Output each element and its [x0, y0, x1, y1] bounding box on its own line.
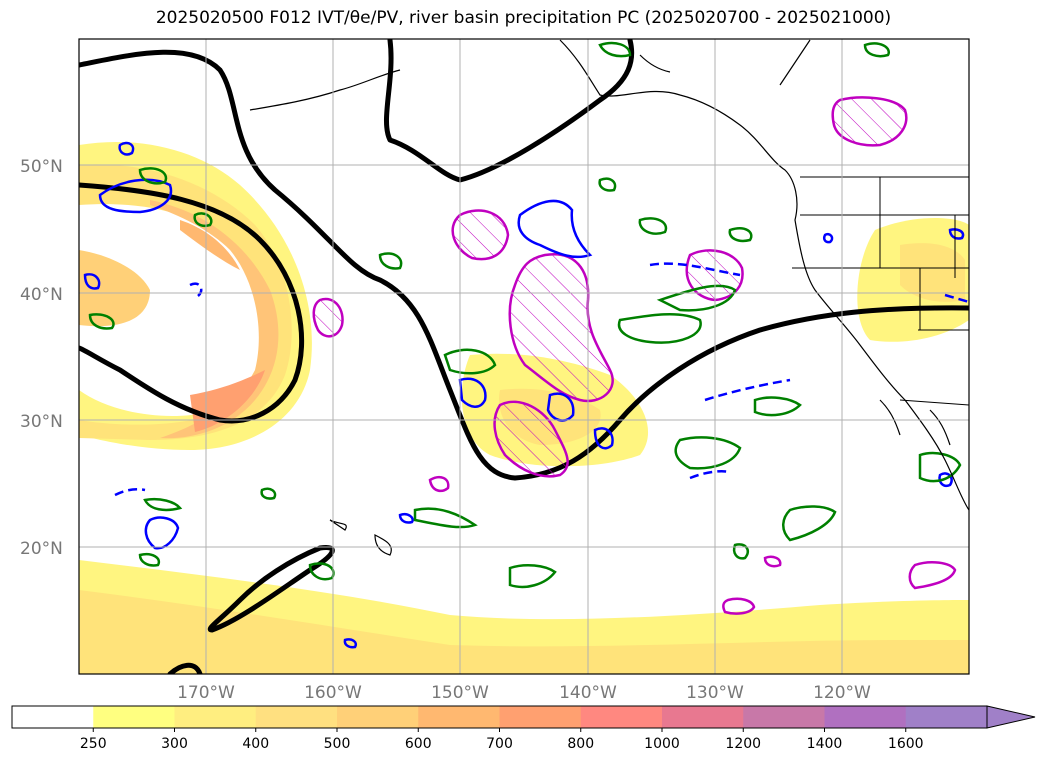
lon-label: 140°W: [559, 683, 617, 703]
lat-label: 40°N: [20, 285, 63, 305]
colorbar-level-label: 1600: [888, 736, 924, 752]
colorbar-cell: [174, 706, 257, 728]
lat-label: 30°N: [20, 412, 63, 432]
colorbar-level-label: 1000: [644, 736, 680, 752]
lon-label: 150°W: [431, 683, 489, 703]
colorbar-cell: [418, 706, 500, 728]
colorbar-cell: [743, 706, 825, 728]
colorbar-cell: [337, 706, 419, 728]
colorbar-cell: [824, 706, 907, 728]
lat-label: 50°N: [20, 157, 63, 177]
colorbar-cell: [580, 706, 663, 728]
colorbar-level-label: 800: [567, 736, 594, 752]
colorbar-level-label: 1400: [807, 736, 843, 752]
colorbar-level-label: 400: [242, 736, 269, 752]
colorbar-extend-arrow: [986, 705, 1036, 729]
map-frame: [78, 38, 970, 675]
pv-negative-contours: [88, 41, 962, 589]
colorbar-cell: [255, 706, 338, 728]
longitude-labels: 170°W 160°W 150°W 140°W 130°W 120°W: [177, 683, 871, 703]
gridlines: [79, 39, 969, 674]
colorbar-level-label: 300: [161, 736, 188, 752]
colorbar-cell: [12, 706, 94, 728]
colorbar-cell: [905, 706, 988, 728]
coastlines: [249, 39, 969, 556]
colorbar-level-label: 500: [324, 736, 351, 752]
colorbar-cell: [662, 706, 744, 728]
latitude-labels: 50°N 40°N 30°N 20°N: [20, 157, 63, 559]
map-title: 2025020500 F012 IVT/θe/PV, river basin p…: [155, 8, 892, 28]
colorbar-level-label: 600: [405, 736, 432, 752]
lon-label: 120°W: [813, 683, 871, 703]
lon-label: 130°W: [686, 683, 744, 703]
colorbar-level-label: 700: [486, 736, 513, 752]
colorbar: 250 300 400 500 600 700 800 1000 1200 1400 1600: [11, 705, 1036, 752]
colorbar-cell: [499, 706, 582, 728]
colorbar-level-label: 250: [80, 736, 107, 752]
lon-label: 170°W: [177, 683, 235, 703]
lat-label: 20°N: [20, 539, 63, 559]
colorbar-level-label: 1200: [725, 736, 761, 752]
colorbar-cell: [93, 706, 175, 728]
precip-pc-contours: [312, 96, 957, 615]
lon-label: 160°W: [304, 683, 362, 703]
pv-positive-contours: [83, 141, 969, 649]
political-borders: [792, 176, 969, 406]
